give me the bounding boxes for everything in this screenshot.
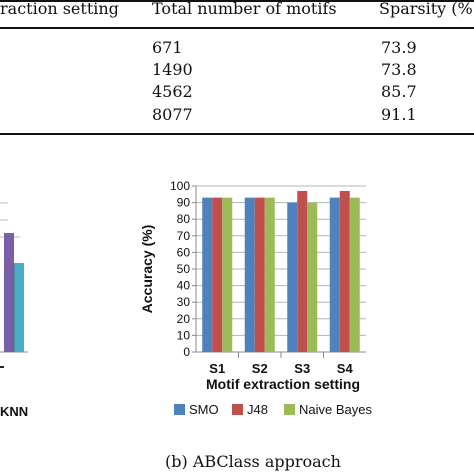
y-tick-label: 40: [177, 279, 191, 293]
x-tick-label: S3: [294, 361, 310, 376]
legend-swatch-naive-bayes: [284, 404, 295, 415]
bar-naive-bayes-s2: [264, 197, 275, 352]
cell-sparsity-1: 73.9: [381, 38, 417, 57]
bar-smo-s4: [329, 197, 340, 352]
bar-j48-s3: [297, 190, 308, 352]
y-tick-label: 100: [170, 179, 190, 193]
y-tick-label: 30: [177, 295, 191, 309]
bar-j48-s1: [212, 197, 223, 352]
cell-sparsity-3: 85.7: [381, 82, 417, 101]
x-tick-label: S1: [209, 361, 225, 376]
left-chart-fragment: [0, 202, 28, 353]
y-tick-label: 50: [177, 262, 191, 276]
legend-label-naive-bayes: Naive Bayes: [299, 402, 372, 417]
y-tick-label: 0: [183, 345, 190, 359]
bar-smo-s1: [202, 197, 213, 352]
y-tick-label: 20: [177, 312, 191, 326]
bar-smo-s3: [287, 202, 298, 352]
y-axis-title: Accuracy (%): [139, 225, 155, 314]
y-tick-label: 10: [177, 328, 191, 342]
cell-motifs-1: 671: [152, 38, 183, 57]
y-tick-label: 80: [177, 212, 191, 226]
left-bar-teal: [14, 263, 24, 352]
table-header-rule: [0, 27, 474, 29]
bar-naive-bayes-s1: [222, 197, 233, 352]
legend-label-smo: SMO: [189, 402, 219, 417]
cell-motifs-3: 4562: [152, 82, 193, 101]
x-axis-title: Motif extraction setting: [206, 376, 360, 392]
cell-motifs-2: 1490: [152, 60, 193, 79]
bar-naive-bayes-s4: [349, 197, 360, 352]
x-tick-label: S4: [337, 361, 354, 376]
bar-naive-bayes-s3: [307, 202, 318, 352]
left-axis-tick-fragment: [0, 366, 4, 368]
legend-label-j48: J48: [247, 402, 268, 417]
cell-sparsity-4: 91.1: [381, 105, 417, 124]
cell-motifs-4: 8077: [152, 105, 193, 124]
x-tick-label: S2: [252, 361, 268, 376]
left-bar-purple: [4, 233, 14, 352]
header-sparsity: Sparsity (%: [379, 0, 473, 18]
figure-caption: (b) ABClass approach: [165, 452, 341, 471]
header-total-motifs: Total number of motifs: [152, 0, 337, 18]
header-setting: raction setting: [0, 0, 119, 18]
y-tick-label: 70: [177, 229, 191, 243]
table-top-rule: [0, 0, 474, 2]
y-tick-label: 90: [177, 196, 191, 210]
legend-swatch-j48: [232, 404, 243, 415]
table-bottom-rule: [0, 133, 474, 135]
bar-smo-s2: [244, 197, 255, 352]
bar-j48-s2: [254, 197, 265, 352]
legend-swatch-smo: [174, 404, 185, 415]
y-tick-label: 60: [177, 245, 191, 259]
left-legend-knn: KNN: [0, 404, 29, 419]
cell-sparsity-2: 73.8: [381, 60, 417, 79]
bar-j48-s4: [339, 190, 350, 352]
